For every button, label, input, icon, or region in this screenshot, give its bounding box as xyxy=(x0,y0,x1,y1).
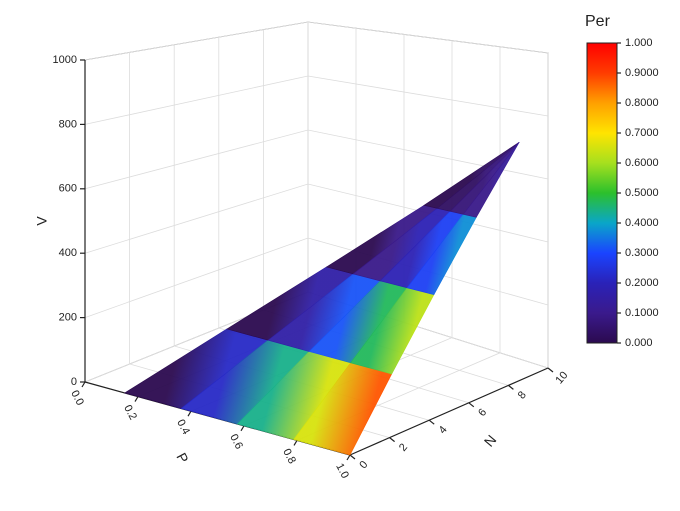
colorbar-tick-label: 0.7000 xyxy=(625,127,659,139)
colorbar-tick-label: 0.1000 xyxy=(625,307,659,319)
colorbar-tick-label: 0.2000 xyxy=(625,277,659,289)
z-axis-label: V xyxy=(34,216,50,226)
tick-mark xyxy=(346,454,351,461)
colorbar-tick-label: 1.000 xyxy=(625,37,653,49)
x-tick-label: 0.0 xyxy=(68,388,86,407)
x-axis-label: P xyxy=(173,450,192,466)
x-tick-label: 1.0 xyxy=(333,461,351,480)
tick-mark xyxy=(187,410,192,417)
z-tick-label: 800 xyxy=(59,118,77,130)
y-tick-label: 6 xyxy=(476,407,489,419)
z-tick-label: 400 xyxy=(59,247,77,259)
y-tick-label: 4 xyxy=(437,424,450,436)
tick-mark xyxy=(508,384,514,390)
y-axis-label: N xyxy=(481,432,500,450)
z-tick-label: 0 xyxy=(71,376,77,388)
x-tick-label: 0.4 xyxy=(174,418,192,437)
tick-mark xyxy=(389,437,395,443)
tick-mark xyxy=(547,367,554,373)
y-tick-label: 8 xyxy=(516,389,529,401)
y-tick-label: 10 xyxy=(553,369,570,386)
colorbar-tick-label: 0.3000 xyxy=(625,247,659,259)
surface-patch xyxy=(449,141,520,215)
tick-mark xyxy=(81,381,86,388)
colorbar-title: Per xyxy=(585,13,611,30)
x-tick-label: 0.8 xyxy=(280,447,298,466)
z-tick-label: 200 xyxy=(59,312,77,324)
colorbar-tick-label: 0.9000 xyxy=(625,67,659,79)
tick-mark xyxy=(349,454,356,460)
y-tick-label: 0 xyxy=(357,459,370,471)
x-tick-label: 0.6 xyxy=(227,432,245,451)
tick-mark xyxy=(240,425,245,432)
tick-mark xyxy=(468,402,475,408)
tick-mark xyxy=(293,440,298,446)
colorbar-tick-label: 0.4000 xyxy=(625,217,659,229)
z-tick-label: 1000 xyxy=(53,54,77,66)
colorbar-tick-label: 0.5000 xyxy=(625,187,659,199)
colorbar-tick-label: 0.8000 xyxy=(625,97,659,109)
grid-line xyxy=(84,21,549,61)
colorbar-tick-label: 0.6000 xyxy=(625,157,659,169)
tick-mark xyxy=(428,419,435,425)
tick-mark xyxy=(134,396,139,402)
grid-line xyxy=(84,75,549,125)
y-axis xyxy=(349,367,549,456)
colorbar xyxy=(586,42,618,344)
colorbar-tick-label: 0.000 xyxy=(625,337,653,349)
z-tick-label: 600 xyxy=(59,183,77,195)
x-tick-label: 0.2 xyxy=(121,403,139,422)
surface-patch xyxy=(462,142,520,218)
y-tick-label: 2 xyxy=(397,441,410,453)
